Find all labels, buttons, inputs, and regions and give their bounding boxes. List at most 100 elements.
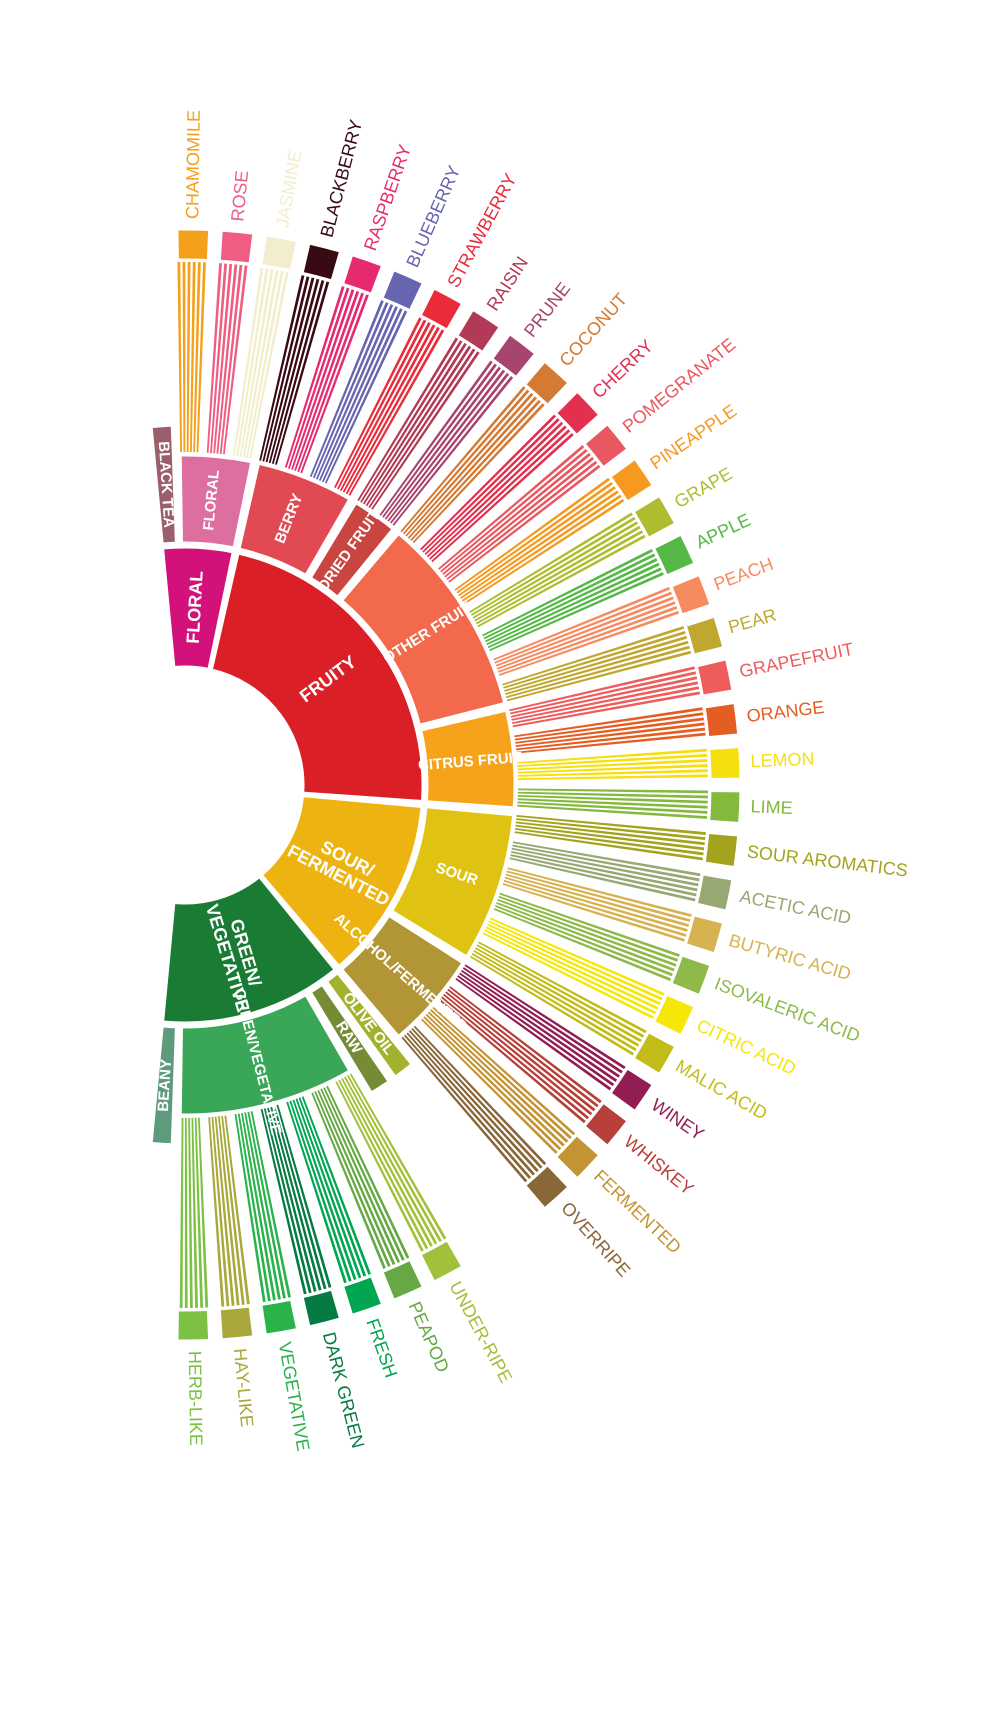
flavor-stripe-jasmine bbox=[233, 267, 264, 456]
flavor-stripe-rose bbox=[213, 263, 233, 454]
flavor-box-hay-like bbox=[217, 1304, 256, 1342]
flavor-stripe-blackberry bbox=[275, 281, 330, 465]
flavor-stripe-raspberry bbox=[294, 290, 360, 472]
flavor-stripe-orange bbox=[515, 717, 704, 744]
subcategory-berry bbox=[237, 461, 352, 578]
flavor-stripe-under-ripe bbox=[338, 1079, 429, 1250]
flavor-box-raisin bbox=[454, 307, 503, 355]
flavor-stripe-sour-aromatics bbox=[516, 815, 706, 835]
flavor-stripe-pear bbox=[503, 631, 686, 689]
flavor-stripe-dark-green bbox=[263, 1108, 312, 1294]
category-label-floral: FLORAL bbox=[183, 570, 207, 644]
flavor-stripe-under-ripe bbox=[335, 1081, 424, 1252]
flavor-stripe-rose bbox=[223, 265, 248, 455]
wheel-labels: FLORAL BLACK TEA FLORAL CHAMOMILE ROSE JASMIN… bbox=[155, 110, 909, 1453]
flavor-stripe-citric-acid bbox=[487, 923, 661, 1006]
flavor-stripe-acetic-acid bbox=[512, 844, 700, 882]
flavor-stripe-herb-like bbox=[184, 1118, 188, 1308]
flavor-stripe-pomegranate bbox=[440, 448, 588, 573]
flavor-stripe-peapod bbox=[326, 1085, 410, 1259]
flavor-stripe-rose bbox=[219, 264, 243, 455]
flavor-stripe-overripe bbox=[404, 1034, 532, 1179]
flavor-box-fermented bbox=[553, 1132, 602, 1182]
flavor-stripe-raisin bbox=[371, 351, 480, 510]
subcategory-other-fruit bbox=[339, 531, 507, 727]
flavor-stripe-orange bbox=[514, 712, 704, 741]
flavor-label-raspberry: RASPBERRY bbox=[360, 142, 415, 253]
flavor-stripe-apple bbox=[485, 558, 658, 643]
flavor-stripe-raspberry bbox=[300, 294, 369, 474]
flavor-stripe-jasmine bbox=[249, 271, 289, 459]
flavor-stripe-pomegranate bbox=[442, 452, 591, 575]
flavor-stripe-raspberry bbox=[288, 287, 350, 469]
subcategory-alcohol-fermented bbox=[339, 913, 466, 1039]
flavor-stripe-raisin bbox=[362, 342, 467, 505]
flavor-stripe-peach bbox=[496, 601, 676, 670]
flavor-stripe-isovaleric-acid bbox=[499, 892, 680, 957]
flavor-box-peapod bbox=[379, 1257, 426, 1303]
flavor-stripe-hay-like bbox=[224, 1115, 250, 1305]
flavor-stripe-blueberry bbox=[312, 302, 389, 479]
flavor-stripe-pineapple bbox=[460, 490, 619, 599]
flavor-box-chamomile bbox=[175, 227, 212, 263]
flavor-stripe-hay-like bbox=[217, 1116, 240, 1306]
flavor-stripe-herb-like bbox=[197, 1117, 209, 1308]
category-sour-fermented bbox=[259, 794, 424, 969]
flavor-box-grapefruit bbox=[694, 657, 735, 698]
flavor-stripe-strawberry bbox=[334, 317, 422, 489]
flavor-stripe-dark-green bbox=[260, 1108, 307, 1295]
flavor-box-winey bbox=[607, 1065, 656, 1114]
flavor-stripe-overripe bbox=[411, 1028, 543, 1169]
flavor-stripe-lemon bbox=[517, 764, 708, 774]
flavor-stripe-coconut bbox=[407, 396, 538, 539]
flavor-stripe-pear bbox=[506, 650, 692, 702]
flavor-stripe-butyric-acid bbox=[505, 873, 690, 927]
category-green-vegetative bbox=[160, 874, 338, 1025]
flavor-box-malic-acid bbox=[631, 1029, 678, 1077]
flavor-label-grapefruit: GRAPEFRUIT bbox=[738, 639, 856, 682]
flavor-stripe-grapefruit bbox=[512, 686, 700, 724]
flavor-stripe-winey bbox=[462, 967, 623, 1074]
flavor-stripe-malic-acid bbox=[471, 952, 637, 1052]
flavor-stripe-strawberry bbox=[342, 324, 436, 493]
flavor-stripe-fermented bbox=[423, 1016, 562, 1151]
flavor-stripe-acetic-acid bbox=[511, 850, 698, 892]
flavor-stripe-raspberry bbox=[284, 286, 345, 468]
flavor-stripe-sour-aromatics bbox=[515, 821, 705, 846]
flavor-stripe-lime bbox=[517, 791, 708, 799]
flavor-stripe-apple bbox=[482, 548, 653, 637]
flavor-label-citric-acid: CITRIC ACID bbox=[694, 1015, 799, 1079]
flavor-stripe-lemon bbox=[517, 748, 707, 764]
flavor-stripe-lemon bbox=[517, 759, 708, 771]
flavor-stripe-fresh bbox=[301, 1096, 371, 1275]
subcategory-label-floral: FLORAL bbox=[200, 469, 223, 531]
flavor-stripe-pear bbox=[505, 645, 690, 699]
flavor-stripe-isovaleric-acid bbox=[494, 905, 673, 977]
flavor-stripe-orange bbox=[516, 732, 706, 754]
flavor-stripe-orange bbox=[515, 727, 706, 751]
flavor-box-sour-aromatics bbox=[702, 830, 741, 870]
flavor-stripe-butyric-acid bbox=[503, 879, 687, 937]
subcategory-label-black-tea: BLACK TEA bbox=[155, 441, 178, 529]
flavor-stripe-butyric-acid bbox=[504, 876, 688, 932]
flavor-box-orange bbox=[702, 700, 741, 740]
flavor-stripe-herb-like bbox=[188, 1117, 193, 1308]
flavor-stripe-cherry bbox=[429, 429, 571, 560]
flavor-stripe-under-ripe bbox=[346, 1075, 442, 1242]
flavor-stripe-winey bbox=[455, 977, 612, 1091]
subcategory-citrus-fruit bbox=[418, 708, 517, 810]
flavor-stripe-prune bbox=[382, 363, 497, 518]
flavor-stripe-prune bbox=[392, 375, 514, 526]
flavor-stripe-lime bbox=[517, 801, 708, 814]
flavor-label-sour-aromatics: SOUR AROMATICS bbox=[746, 841, 909, 880]
flavor-stripe-blueberry bbox=[309, 300, 384, 477]
flavor-stripe-whiskey bbox=[447, 988, 599, 1108]
flavor-stripe-fresh bbox=[298, 1097, 367, 1277]
flavor-stripe-sour-aromatics bbox=[514, 828, 704, 856]
flavor-stripe-orange bbox=[515, 722, 705, 748]
flavor-stripe-isovaleric-acid bbox=[493, 908, 671, 981]
flavor-stripe-winey bbox=[459, 972, 618, 1082]
flavor-stripe-hay-like bbox=[211, 1116, 230, 1307]
subcategory-sour bbox=[389, 805, 516, 959]
flavor-stripe-cherry bbox=[420, 414, 557, 551]
